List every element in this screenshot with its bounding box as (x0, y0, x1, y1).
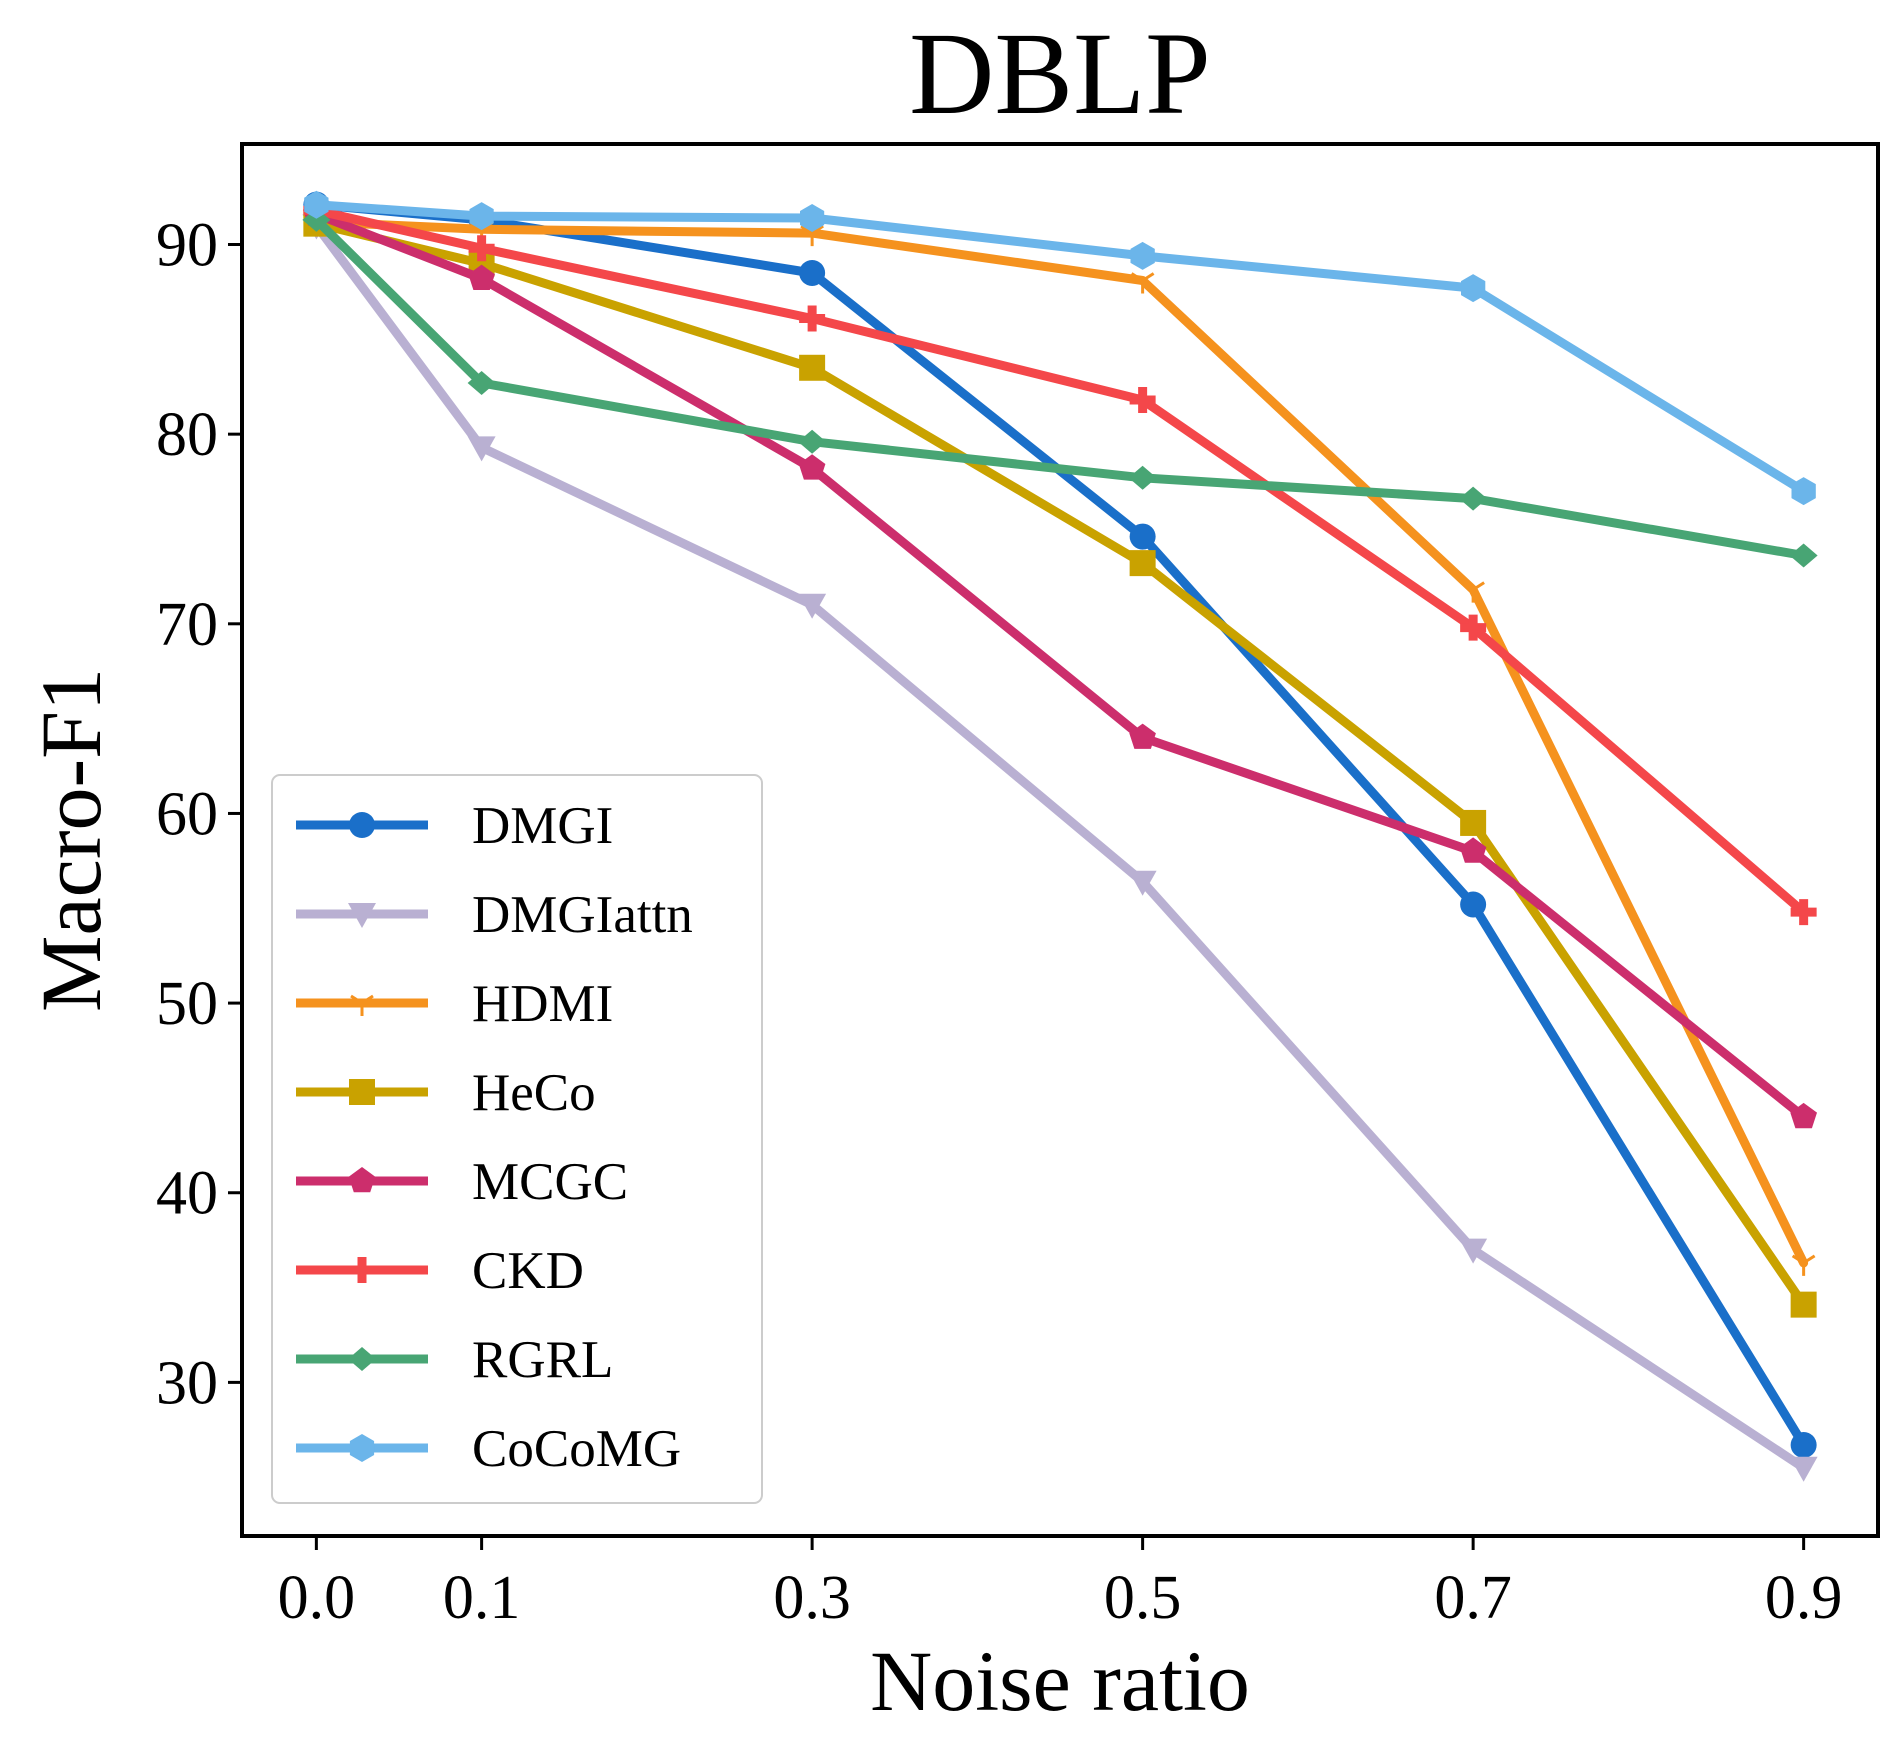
y-axis-label: Macro-F1 (23, 668, 119, 1012)
data-point-cocomg (304, 190, 329, 219)
data-point-dmgiattn (1789, 1456, 1818, 1482)
x-tick-label: 0.5 (1104, 1564, 1182, 1632)
legend-item-dmgiattn: DMGIattn (296, 886, 693, 944)
data-point-heco (1129, 550, 1156, 577)
y-tick-label: 50 (156, 970, 218, 1038)
series-line-rgrl (311, 215, 1809, 560)
y-tick-label: 90 (156, 212, 218, 280)
data-point-ckd (799, 305, 826, 332)
data-point-rgrl (1128, 465, 1157, 490)
data-point-ckd (1460, 614, 1487, 641)
x-tick-label: 0.1 (443, 1564, 521, 1632)
data-point-mcgc (1129, 723, 1156, 749)
legend-marker-dmgiattn (348, 903, 376, 928)
series-rgrl (302, 207, 1818, 568)
data-point-dmgiattn (1459, 1238, 1488, 1264)
data-point-dmgi (1790, 1431, 1817, 1458)
legend-box (271, 774, 763, 1504)
x-axis-label: Noise ratio (870, 1633, 1250, 1729)
x-tick-label: 0.0 (278, 1564, 356, 1632)
x-tick-label: 0.9 (1765, 1564, 1843, 1632)
data-point-ckd (1129, 387, 1156, 414)
y-tick-label: 70 (156, 591, 218, 659)
y-tick-label: 80 (156, 401, 218, 469)
series-line-hdmi (311, 217, 1809, 1268)
legend-marker-cocomg (349, 1434, 375, 1462)
legend-marker-rgrl (348, 1347, 376, 1371)
series-line-cocomg (311, 200, 1809, 496)
data-point-mcgc (1459, 837, 1487, 863)
legend-marker-heco (349, 1079, 375, 1105)
data-point-rgrl (798, 429, 827, 454)
data-point-dmgi (1129, 523, 1156, 550)
data-point-hdmi (800, 224, 824, 247)
data-point-dmgi (1460, 891, 1487, 918)
legend-label-ckd: CKD (472, 1242, 584, 1300)
data-point-cocomg (1791, 477, 1816, 506)
y-tick-label: 60 (156, 780, 218, 848)
x-tick-label: 0.7 (1434, 1564, 1512, 1632)
series-line-ckd (311, 205, 1809, 917)
series-layer (302, 190, 1818, 1482)
legend-item-heco: HeCo (296, 1064, 596, 1122)
legend-item-cocomg: CoCoMG (296, 1420, 681, 1478)
data-point-hdmi (1130, 272, 1155, 294)
chart-title: DBLP (909, 8, 1211, 139)
y-tick-label: 40 (156, 1160, 218, 1228)
legend-label-heco: HeCo (472, 1064, 596, 1122)
data-point-dmgiattn (467, 436, 496, 462)
data-point-cocomg (800, 204, 825, 232)
series-cocomg (304, 190, 1816, 506)
legend-item-ckd: CKD (296, 1242, 584, 1300)
data-point-heco (1460, 809, 1487, 836)
data-point-rgrl (1789, 543, 1818, 568)
x-tick-label: 0.3 (773, 1564, 851, 1632)
data-point-ckd (468, 235, 495, 262)
data-point-dmgiattn (798, 593, 827, 619)
y-tick-label: 30 (156, 1349, 218, 1417)
data-point-rgrl (467, 371, 496, 395)
data-point-rgrl (1459, 486, 1488, 511)
data-point-ckd (1790, 899, 1817, 926)
legend: DMGI DMGIattn HDMI HeCo MCGC CKD RGRL CoCoMG (271, 774, 763, 1504)
data-point-mcgc (798, 454, 826, 480)
legend-label-dmgi: DMGI (472, 797, 613, 855)
legend-marker-dmgi (349, 812, 375, 838)
legend-marker-ckd (349, 1257, 375, 1283)
data-point-cocomg (469, 202, 494, 231)
legend-label-cocomg: CoCoMG (472, 1420, 681, 1478)
data-point-cocomg (1461, 274, 1486, 303)
legend-item-dmgi: DMGI (296, 797, 613, 855)
legend-marker-hdmi (350, 994, 374, 1016)
data-point-mcgc (468, 264, 495, 290)
legend-item-rgrl: RGRL (296, 1331, 613, 1389)
data-point-dmgiattn (1128, 870, 1157, 896)
legend-item-mcgc: MCGC (296, 1153, 628, 1211)
axes-layer: 0.0 0.1 0.3 0.5 0.7 0.9 30 40 50 60 70 80 90 (156, 212, 1842, 1632)
legend-item-hdmi: HDMI (296, 975, 613, 1033)
series-line-mcgc (311, 209, 1809, 1122)
legend-label-dmgiattn: DMGIattn (472, 886, 693, 944)
data-point-dmgi (799, 259, 826, 286)
legend-marker-mcgc (348, 1167, 376, 1193)
data-point-heco (1790, 1291, 1817, 1318)
legend-label-mcgc: MCGC (472, 1153, 628, 1211)
data-point-cocomg (1130, 241, 1155, 270)
data-point-heco (799, 354, 826, 381)
data-point-mcgc (1790, 1102, 1817, 1129)
legend-label-rgrl: RGRL (472, 1331, 613, 1389)
data-point-hdmi (1791, 1254, 1816, 1276)
legend-label-hdmi: HDMI (472, 975, 613, 1033)
plot-frame (240, 142, 1880, 1538)
series-line-heco (311, 219, 1809, 1310)
data-point-hdmi (1461, 581, 1485, 603)
series-line-dmgiattn (311, 221, 1809, 1473)
